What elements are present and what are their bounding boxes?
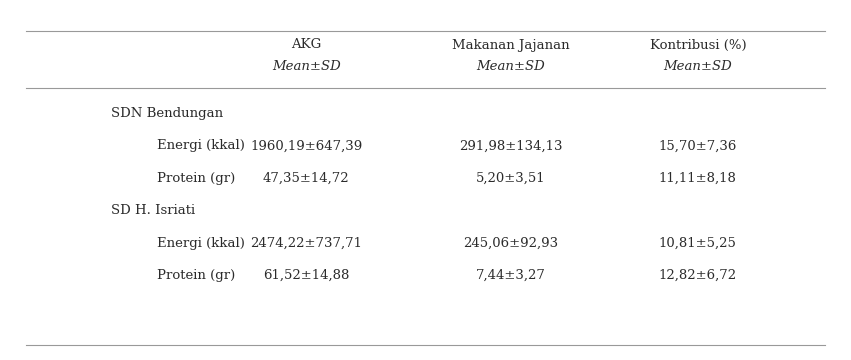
Text: 12,82±6,72: 12,82±6,72: [659, 269, 737, 282]
Text: SD H. Isriati: SD H. Isriati: [111, 204, 195, 217]
Text: 10,81±5,25: 10,81±5,25: [659, 237, 737, 249]
Text: 2474,22±737,71: 2474,22±737,71: [250, 237, 363, 249]
Text: AKG: AKG: [291, 39, 322, 51]
Text: 7,44±3,27: 7,44±3,27: [476, 269, 545, 282]
Text: Energi (kkal): Energi (kkal): [157, 237, 245, 249]
Text: 11,11±8,18: 11,11±8,18: [659, 172, 737, 185]
Text: SDN Bendungan: SDN Bendungan: [111, 107, 223, 120]
Text: Makanan Jajanan: Makanan Jajanan: [452, 39, 569, 51]
Text: 5,20±3,51: 5,20±3,51: [476, 172, 545, 185]
Text: Kontribusi (%): Kontribusi (%): [649, 39, 746, 51]
Text: Mean±SD: Mean±SD: [664, 60, 732, 73]
Text: 61,52±14,88: 61,52±14,88: [263, 269, 350, 282]
Text: Energi (kkal): Energi (kkal): [157, 139, 245, 152]
Text: Mean±SD: Mean±SD: [272, 60, 340, 73]
Text: 291,98±134,13: 291,98±134,13: [459, 139, 563, 152]
Text: 15,70±7,36: 15,70±7,36: [659, 139, 737, 152]
Text: Protein (gr): Protein (gr): [157, 269, 236, 282]
Text: Protein (gr): Protein (gr): [157, 172, 236, 185]
Text: 47,35±14,72: 47,35±14,72: [263, 172, 350, 185]
Text: 245,06±92,93: 245,06±92,93: [463, 237, 558, 249]
Text: Mean±SD: Mean±SD: [477, 60, 545, 73]
Text: 1960,19±647,39: 1960,19±647,39: [250, 139, 363, 152]
